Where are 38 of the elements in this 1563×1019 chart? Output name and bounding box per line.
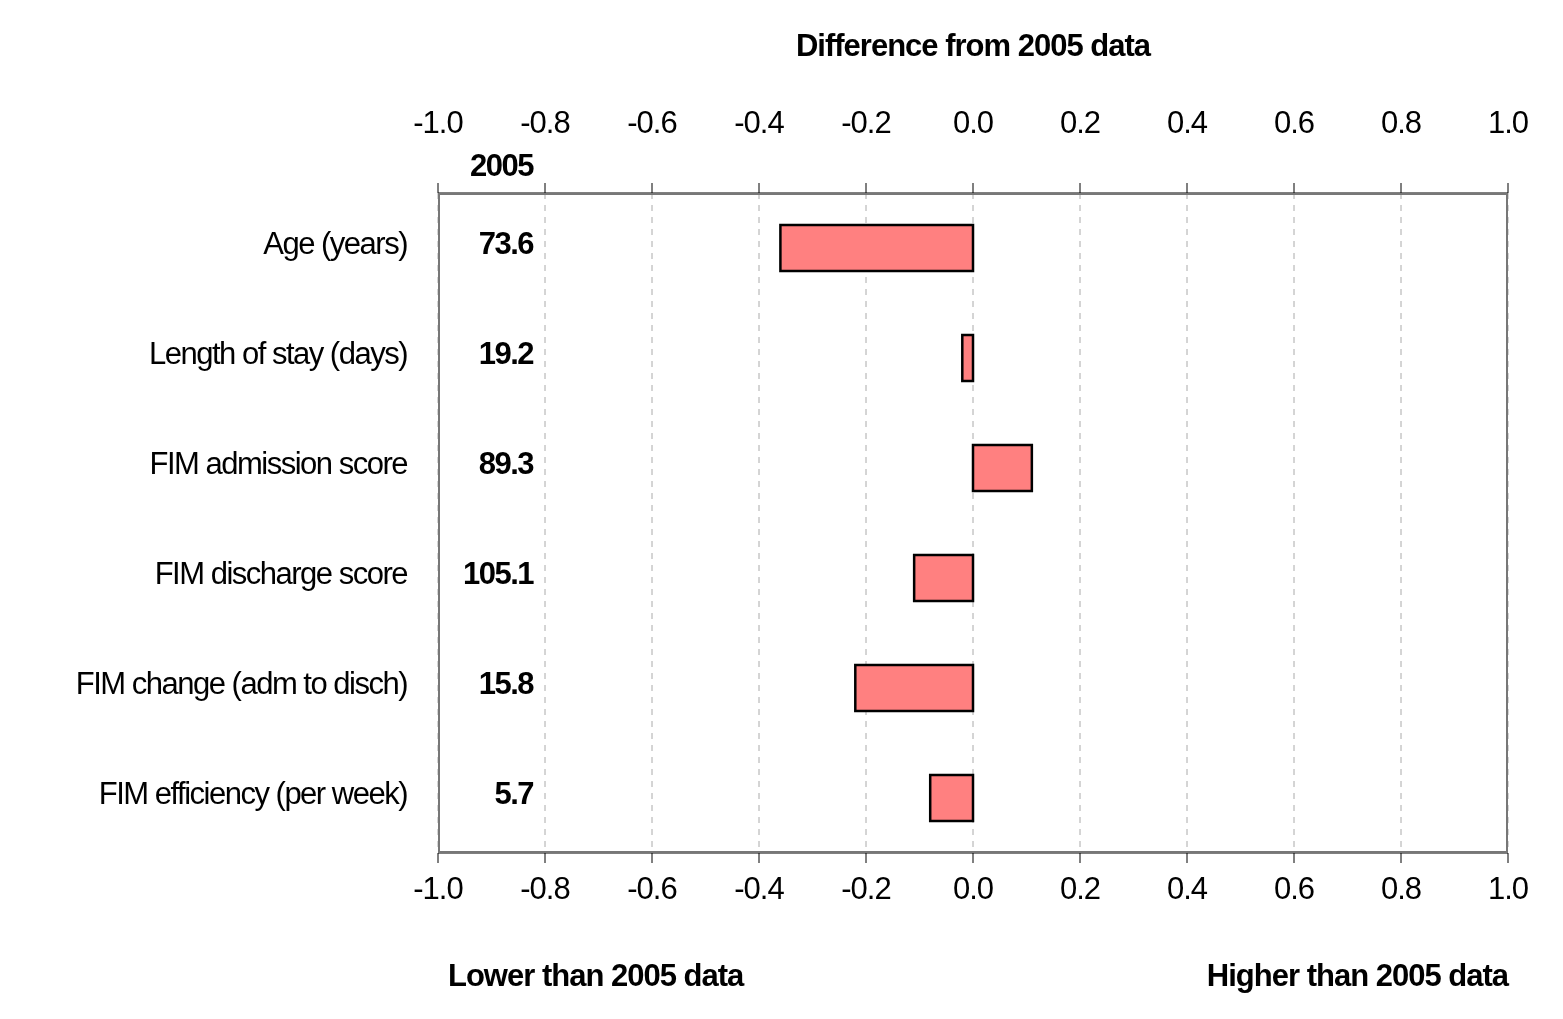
text: Higher than 2005 data — [1206, 958, 1508, 994]
x2-tick-label: -0.8 — [520, 105, 570, 140]
annotation: 19.2 — [478, 336, 534, 371]
x-tick-label: 0.6 — [1273, 871, 1315, 907]
x2-tick-label: 0.2 — [1059, 105, 1101, 140]
annotation: 5.7 — [494, 776, 534, 811]
x2-tick-label: 0.0 — [952, 105, 994, 140]
x-tick-label: 0.4 — [1166, 871, 1208, 907]
y-tick-label: Length of stay (days) — [149, 336, 408, 371]
text: 2005 — [469, 148, 533, 184]
x-tick-label: 1.0 — [1487, 871, 1529, 907]
x2-tick-label: -0.4 — [734, 105, 785, 140]
x2-tick-label: 0.6 — [1273, 105, 1315, 140]
x2-tick-label: -1.0 — [413, 105, 464, 140]
annotation: 105.1 — [462, 556, 535, 591]
x2-tick-label: 1.0 — [1487, 105, 1529, 140]
x-tick-label: -0.8 — [520, 871, 570, 907]
x-tick-label: -1.0 — [413, 871, 464, 907]
annotation: 73.6 — [478, 226, 535, 261]
text: Lower than 2005 data — [448, 958, 744, 994]
x-tick-label: 0.8 — [1380, 871, 1422, 907]
x2-tick-label: 0.4 — [1166, 105, 1208, 140]
y-tick-label: FIM change (adm to disch) — [75, 666, 408, 701]
x2-tick-label: -0.6 — [627, 105, 677, 140]
x-tick-label: 0.0 — [952, 871, 994, 907]
annotation: 89.3 — [478, 446, 535, 481]
y-tick-label: FIM efficiency (per week) — [98, 776, 408, 811]
x-tick-label: -0.4 — [734, 871, 785, 907]
x2-tick-label: 0.8 — [1380, 105, 1422, 140]
y-tick-label: Age (years) — [263, 226, 408, 261]
annotation: 15.8 — [478, 666, 535, 701]
x-tick-label: -0.2 — [841, 871, 891, 907]
x-tick-label: 0.2 — [1059, 871, 1101, 907]
y-tick-label: FIM discharge score — [154, 556, 408, 591]
y-tick-label: FIM admission score — [149, 446, 408, 481]
x2-axis-title: Difference from 2005 data — [794, 28, 1152, 64]
x-tick-label: -0.6 — [627, 871, 677, 907]
x2-tick-label: -0.2 — [841, 105, 891, 140]
